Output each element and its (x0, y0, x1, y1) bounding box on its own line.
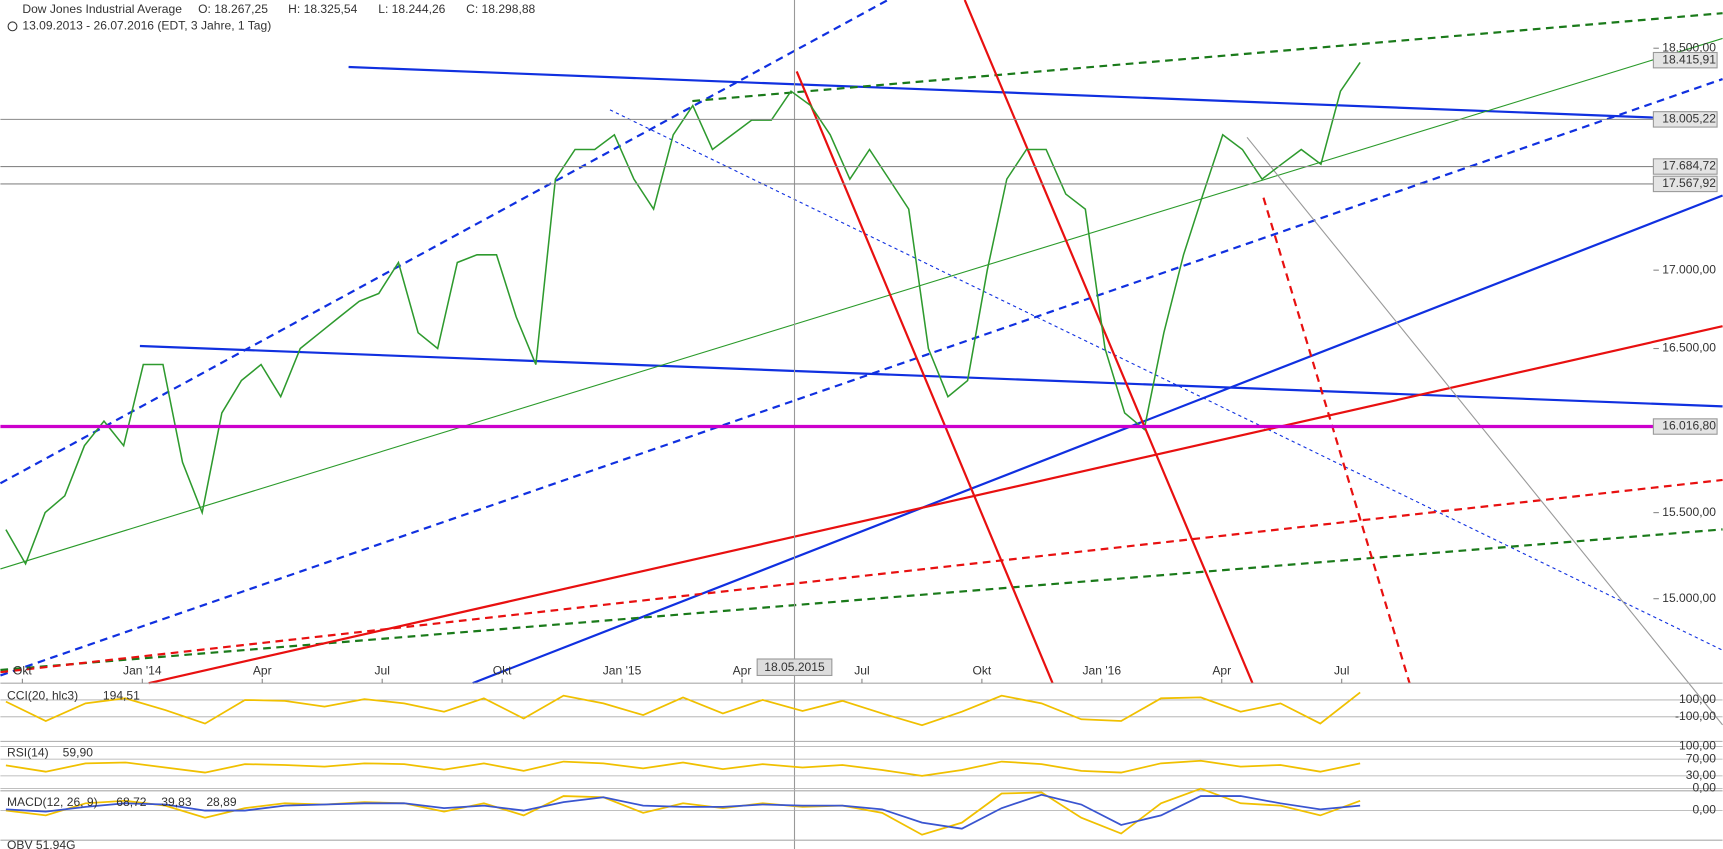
x-tick-label: Okt (13, 663, 32, 677)
level-badge (1652, 175, 1718, 193)
indicator-readout: 194,51 (103, 689, 140, 703)
level-badge (1652, 51, 1718, 69)
indicator-readout: 39,83 (161, 795, 192, 809)
trendline (0, 478, 1723, 674)
trendline (0, 528, 1723, 672)
level-label: 16.016,80 (1662, 419, 1716, 433)
x-tick-label: Jan '14 (123, 663, 162, 677)
level-label: 18.005,22 (1662, 112, 1716, 126)
close: C: 18.298,88 (466, 2, 535, 16)
high: H: 18.325,54 (288, 2, 357, 16)
series-line (5, 793, 1361, 830)
indicator-readout: 68,72 (116, 795, 147, 809)
x-tick-label: Jul (854, 663, 869, 677)
x-tick-label: Apr (253, 663, 272, 677)
trendline (139, 344, 1723, 408)
x-tick-label: Jul (374, 663, 389, 677)
y-tick-label: 0,00 (1692, 781, 1716, 795)
y-tick-label: 16.500,00 (1662, 341, 1716, 355)
y-tick-label: 100,00 (1679, 692, 1716, 706)
title: Dow Jones Industrial Average (22, 2, 182, 16)
series-line (5, 62, 1361, 566)
y-tick-label: 70,00 (1686, 751, 1717, 765)
y-tick-label: 17.000,00 (1662, 262, 1716, 276)
y-tick-label: 18.500,00 (1662, 40, 1716, 54)
level-badge (1652, 158, 1718, 175)
indicator-name: RSI(14) (7, 746, 49, 760)
y-tick-label: 30,00 (1686, 768, 1717, 782)
series-line (5, 691, 1361, 727)
y-tick-label: -100,00 (1675, 709, 1716, 723)
obv-label: OBV 51,94G (7, 838, 75, 849)
indicator-readout: 59,90 (63, 746, 94, 760)
trendline (348, 65, 1654, 119)
level-label: 18.415,91 (1662, 52, 1716, 66)
low: L: 18.244,26 (378, 2, 445, 16)
series-line (5, 759, 1361, 777)
x-tick-label: Jan '16 (1083, 663, 1122, 677)
trendline (472, 194, 1723, 685)
clock-icon (7, 21, 18, 32)
trendline (0, 37, 1723, 570)
y-tick-label: 15.500,00 (1662, 505, 1716, 519)
trendline (963, 0, 1254, 684)
x-tick-label: Apr (733, 663, 752, 677)
level-label: 17.567,92 (1662, 176, 1716, 190)
level-badge (1652, 111, 1718, 128)
x-tick-label: Okt (493, 663, 512, 677)
trendline (148, 325, 1723, 685)
trendline (0, 78, 1723, 677)
trendline (692, 12, 1723, 103)
trendline (1262, 197, 1411, 684)
indicator-name: CCI(20, hlc3) (7, 689, 78, 703)
x-tick-label: Apr (1212, 663, 1231, 677)
indicator-readout: 28,89 (206, 795, 237, 809)
y-tick-label: 0,00 (1692, 803, 1716, 817)
trendlines (0, 0, 1723, 726)
x-tick-label: Jul (1334, 663, 1349, 677)
trendline (1246, 136, 1723, 726)
date-range: 13.09.2013 - 26.07.2016 (EDT, 3 Jahre, 1… (22, 19, 271, 33)
crosshair-date: 18.05.2015 (764, 660, 825, 674)
x-tick-label: Okt (972, 663, 991, 677)
indicator-name: MACD(12, 26, 9) (7, 795, 98, 809)
y-tick-label: 15.000,00 (1662, 591, 1716, 605)
level-label: 17.684,72 (1662, 159, 1716, 173)
x-tick-label: Jan '15 (603, 663, 642, 677)
open: O: 18.267,25 (198, 2, 268, 16)
trendline (609, 109, 1723, 651)
date-badge (756, 658, 833, 677)
trendline (0, 0, 889, 485)
level-badge (1652, 418, 1718, 435)
trendline (795, 70, 1054, 684)
y-tick-label: 100,00 (1679, 739, 1716, 753)
